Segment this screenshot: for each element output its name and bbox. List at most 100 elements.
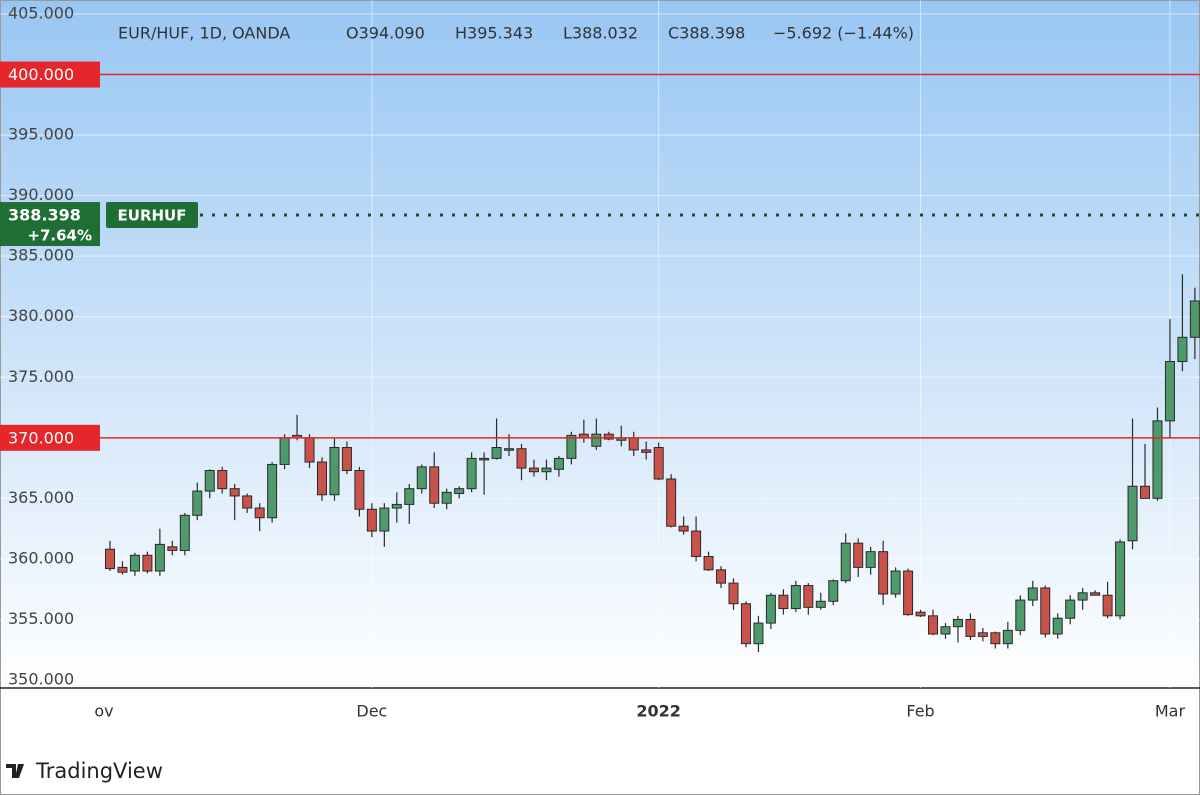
- header-text: H395.343: [455, 24, 533, 43]
- candle-body: [591, 433, 602, 447]
- candle-body: [179, 514, 190, 551]
- last-price-change: +7.64%: [27, 227, 92, 245]
- header-text: O394.090: [346, 24, 425, 43]
- candle-body: [528, 467, 539, 473]
- candle-body: [129, 554, 140, 572]
- candle-body: [142, 554, 153, 572]
- candle-body: [778, 594, 789, 610]
- candle-body: [641, 449, 652, 453]
- symbol-tag: [106, 202, 198, 229]
- candle-body: [1027, 587, 1038, 601]
- candle-body: [865, 551, 876, 568]
- candle-body: [516, 448, 527, 469]
- candle-body: [416, 466, 427, 490]
- y-tick-label: 380.000: [8, 306, 74, 325]
- candle-body: [1152, 420, 1163, 499]
- candle-body: [728, 582, 739, 605]
- candle-body: [217, 470, 228, 490]
- candle-body: [840, 542, 851, 582]
- candle-body: [204, 470, 215, 492]
- candle-body: [1177, 336, 1188, 363]
- candle-body: [952, 618, 963, 628]
- y-tick-label: 355.000: [8, 609, 74, 628]
- candle-body: [790, 585, 801, 610]
- candle-body: [940, 626, 951, 635]
- y-tick-label: 365.000: [8, 488, 74, 507]
- x-tick-label: ov: [94, 702, 113, 721]
- candle-body: [304, 437, 315, 463]
- candle-body: [379, 507, 390, 532]
- y-tick-label: 405.000: [8, 4, 74, 23]
- candle-body: [117, 566, 128, 573]
- y-tick-label: 350.000: [8, 670, 74, 689]
- candle-body: [1115, 541, 1126, 617]
- x-tick-label: Mar: [1155, 702, 1186, 721]
- header-text: −5.692 (−1.44%): [773, 24, 914, 43]
- candle-body: [504, 448, 515, 451]
- y-tick-label: 375.000: [8, 367, 74, 386]
- candle-body: [341, 447, 352, 472]
- candle-body: [703, 555, 714, 571]
- candle-body: [566, 434, 577, 459]
- candles: [105, 274, 1200, 653]
- header-text: C388.398: [668, 24, 745, 43]
- candle-body: [429, 466, 440, 504]
- symbol-label: EURHUF: [118, 207, 187, 225]
- last-price-tag: [0, 202, 100, 247]
- candle-body: [1077, 592, 1088, 601]
- candle-body: [553, 457, 564, 470]
- candle-body: [828, 580, 839, 602]
- candle-body: [915, 611, 926, 617]
- candle-body: [815, 600, 826, 608]
- y-tick-label: 360.000: [8, 548, 74, 567]
- overlay: 350.000 355.000 360.000 365.000 370.000 375.0…: [0, 4, 1200, 689]
- x-tick-label: Dec: [356, 702, 387, 721]
- candle-body: [454, 488, 465, 495]
- candle-body: [1052, 617, 1063, 635]
- candle-body: [154, 543, 165, 572]
- candle-body: [890, 570, 901, 595]
- candle-body: [716, 569, 727, 584]
- candle-body: [279, 437, 290, 465]
- candle-body: [753, 622, 764, 645]
- candle-body: [329, 447, 340, 496]
- candle-body: [1127, 485, 1138, 542]
- candle-body: [254, 507, 265, 519]
- candle-body: [316, 461, 327, 496]
- level-label: 400.000: [8, 65, 74, 84]
- candle-body: [740, 603, 751, 645]
- candle-body: [267, 463, 278, 519]
- x-tick-label: 2022: [636, 702, 681, 721]
- candle-body: [903, 570, 914, 616]
- candle-body: [878, 551, 889, 595]
- header-text: EUR/HUF, 1D, OANDA: [118, 24, 290, 43]
- plot-background: [0, 0, 1200, 688]
- level-tag: [0, 424, 100, 451]
- candle-body: [990, 632, 1001, 645]
- header-text: L388.032: [563, 24, 638, 43]
- last-price-label: 388.398: [8, 206, 81, 225]
- candle-body: [491, 447, 502, 459]
- candle-body: [1040, 587, 1051, 635]
- candle-body: [1189, 300, 1200, 338]
- candle-body: [404, 488, 415, 505]
- brand-logo: [6, 764, 24, 778]
- candle-body: [242, 495, 253, 509]
- candle-body: [1002, 629, 1013, 645]
- candle-body: [441, 491, 452, 504]
- candle-body: [853, 542, 864, 568]
- candle-body: [1090, 592, 1101, 596]
- candle-body: [541, 467, 552, 473]
- candle-body: [1164, 361, 1175, 422]
- candle-body: [691, 530, 702, 557]
- candle-body: [765, 594, 776, 624]
- candle-body: [803, 585, 814, 608]
- candle-body: [479, 457, 490, 461]
- candle-body: [354, 470, 365, 510]
- candle-body: [977, 632, 988, 637]
- brand: TradingView: [6, 759, 163, 783]
- candle-body: [192, 490, 203, 516]
- y-tick-label: 395.000: [8, 125, 74, 144]
- y-tick-label: 385.000: [8, 246, 74, 265]
